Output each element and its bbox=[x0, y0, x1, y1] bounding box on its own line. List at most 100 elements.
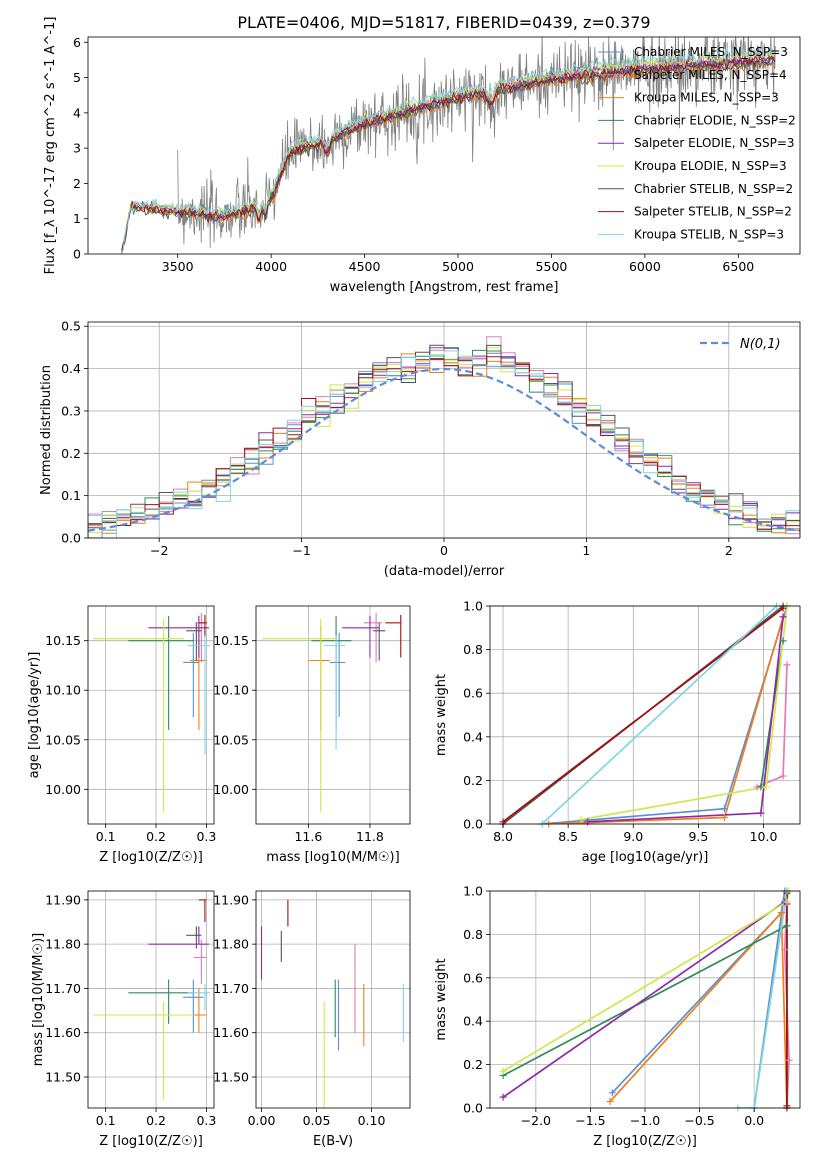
y-tick-label: 10.00 bbox=[213, 782, 249, 797]
x-axis-label: age [log10(age/yr)] bbox=[582, 850, 709, 865]
y-tick-label: 10.05 bbox=[213, 732, 249, 747]
y-tick-label: 11.80 bbox=[213, 937, 249, 952]
mass-weight-line bbox=[548, 616, 784, 824]
x-tick-label: −1 bbox=[292, 543, 310, 558]
y-tick-label: 11.90 bbox=[213, 892, 249, 907]
y-tick-label: 10.00 bbox=[45, 782, 81, 797]
y-tick-label: 10.10 bbox=[213, 683, 249, 698]
x-tick-label: 0.05 bbox=[303, 1113, 331, 1128]
y-tick-label: 0.6 bbox=[463, 686, 483, 701]
axes-frame bbox=[255, 605, 411, 825]
mass-weight-line bbox=[502, 924, 788, 1077]
y-tick-label: 11.50 bbox=[213, 1070, 249, 1085]
axes-frame bbox=[87, 36, 801, 255]
model-spectrum-line bbox=[121, 53, 776, 254]
y-axis-label: Flux [f_λ 10^-17 erg cm^-2 s^-1 A^-1] bbox=[43, 17, 58, 275]
panel-mass-weight-vs-age: 8.0 8.5 9.0 9.5 10.0 0.0 0.2 0.4 0.6 0.8 1.0 age [l… bbox=[434, 599, 801, 865]
x-tick-label: 10.0 bbox=[750, 829, 778, 844]
legend-label: N(0,1) bbox=[740, 337, 781, 352]
axes-frame bbox=[87, 605, 215, 825]
mass-weight-line bbox=[737, 891, 788, 1108]
plot-area bbox=[88, 336, 800, 538]
y-tick-label: 10.05 bbox=[45, 732, 81, 747]
y-tick-label: 5 bbox=[73, 70, 81, 85]
x-axis-label: wavelength [Angstrom, rest frame] bbox=[330, 280, 559, 295]
x-tick-label: 8.0 bbox=[493, 829, 513, 844]
x-tick-label: 0.10 bbox=[358, 1113, 386, 1128]
spectrum-legend: Chabrier MILES, N_SSP=3 Salpeter MILES, N… bbox=[598, 45, 796, 241]
y-tick-label: 0.4 bbox=[463, 1014, 483, 1029]
y-tick-label: 11.50 bbox=[45, 1070, 81, 1085]
panel-mass-vs-EBV: 0.00 0.05 0.10 11.50 11.60 11.70 11.80 11.90 E(B… bbox=[213, 890, 411, 1149]
y-tick-label: 11.80 bbox=[45, 937, 81, 952]
y-tick-label: 1.0 bbox=[463, 884, 483, 899]
y-axis-label: Normed distribution bbox=[39, 365, 54, 495]
x-tick-label: 4000 bbox=[255, 259, 287, 274]
legend-label: Kroupa STELIB, N_SSP=3 bbox=[634, 227, 784, 241]
y-tick-label: 0.6 bbox=[463, 970, 483, 985]
y-tick-label: 0.4 bbox=[61, 361, 81, 376]
mass-weight-marker bbox=[720, 813, 728, 821]
x-tick-label: −1.5 bbox=[575, 1113, 605, 1128]
x-tick-label: 5000 bbox=[442, 259, 474, 274]
y-tick-label: 2 bbox=[73, 176, 81, 191]
x-tick-label: 0.1 bbox=[96, 1113, 116, 1128]
legend-label: Salpeter STELIB, N_SSP=2 bbox=[634, 205, 792, 219]
mass-weight-marker bbox=[606, 1097, 614, 1105]
x-tick-label: 1 bbox=[582, 543, 590, 558]
y-tick-label: 0.4 bbox=[463, 729, 483, 744]
y-tick-label: 3 bbox=[73, 141, 81, 156]
x-axis-label: E(B-V) bbox=[313, 1134, 353, 1149]
x-tick-label: 5500 bbox=[536, 259, 568, 274]
y-tick-label: 0.0 bbox=[463, 817, 483, 832]
panel-age-vs-mass: 11.6 11.8 10.00 10.05 10.10 10.15 mass [log10(… bbox=[213, 605, 411, 865]
x-tick-label: −1.0 bbox=[630, 1113, 660, 1128]
histogram-step bbox=[88, 350, 800, 538]
x-tick-label: 0.2 bbox=[146, 1113, 166, 1128]
x-tick-label: 0 bbox=[440, 543, 448, 558]
y-tick-label: 10.15 bbox=[45, 633, 81, 648]
mass-weight-line bbox=[756, 664, 788, 788]
mass-weight-marker bbox=[781, 946, 789, 954]
plot-area bbox=[93, 899, 210, 1100]
x-tick-label: −0.5 bbox=[684, 1113, 714, 1128]
y-tick-label: 0.1 bbox=[61, 488, 81, 503]
y-tick-label: 11.60 bbox=[45, 1025, 81, 1040]
y-tick-label: 11.70 bbox=[213, 981, 249, 996]
plot-area bbox=[121, 37, 776, 254]
mass-weight-marker bbox=[779, 772, 787, 780]
plot-area bbox=[260, 899, 404, 1108]
x-tick-label: 11.6 bbox=[294, 829, 322, 844]
legend-label: Kroupa MILES, N_SSP=3 bbox=[634, 91, 779, 105]
mass-weight-marker bbox=[608, 1089, 616, 1097]
axes-frame bbox=[255, 890, 411, 1109]
x-tick-label: 0.00 bbox=[248, 1113, 276, 1128]
mass-weight-marker bbox=[762, 783, 770, 791]
plot-area bbox=[93, 612, 210, 813]
y-tick-label: 0.0 bbox=[61, 531, 81, 546]
y-tick-label: 6 bbox=[73, 35, 81, 50]
mass-weight-line bbox=[542, 606, 788, 824]
x-tick-label: 0.0 bbox=[744, 1113, 764, 1128]
panel-mass-weight-vs-Z: −2.0 −1.5 −1.0 −0.5 0.0 0.0 0.2 0.4 0.6 0.8 1.0 Z [… bbox=[434, 884, 801, 1149]
y-tick-label: 0.2 bbox=[61, 446, 81, 461]
figure-title: PLATE=0406, MJD=51817, FIBERID=0439, z=0… bbox=[237, 13, 650, 32]
mass-weight-line bbox=[609, 910, 788, 1108]
y-tick-label: 11.90 bbox=[45, 892, 81, 907]
x-tick-label: −2.0 bbox=[521, 1113, 551, 1128]
legend-label: Chabrier ELODIE, N_SSP=2 bbox=[634, 113, 796, 127]
x-tick-label: 0.2 bbox=[146, 829, 166, 844]
mass-weight-marker bbox=[783, 922, 791, 930]
model-spectrum-line bbox=[121, 55, 776, 251]
normal-reference-curve bbox=[88, 367, 800, 532]
plot-area bbox=[502, 606, 788, 824]
x-tick-label: 2 bbox=[725, 543, 733, 558]
mass-weight-marker bbox=[777, 909, 785, 917]
y-tick-label: 1 bbox=[73, 211, 81, 226]
mass-weight-marker bbox=[779, 637, 787, 645]
x-tick-label: 0.3 bbox=[196, 1113, 216, 1128]
x-tick-label: 9.0 bbox=[623, 829, 643, 844]
mass-weight-line bbox=[502, 607, 784, 823]
y-tick-label: 0.0 bbox=[463, 1101, 483, 1116]
x-axis-label: Z [log10(Z/Z☉)] bbox=[99, 1134, 203, 1149]
